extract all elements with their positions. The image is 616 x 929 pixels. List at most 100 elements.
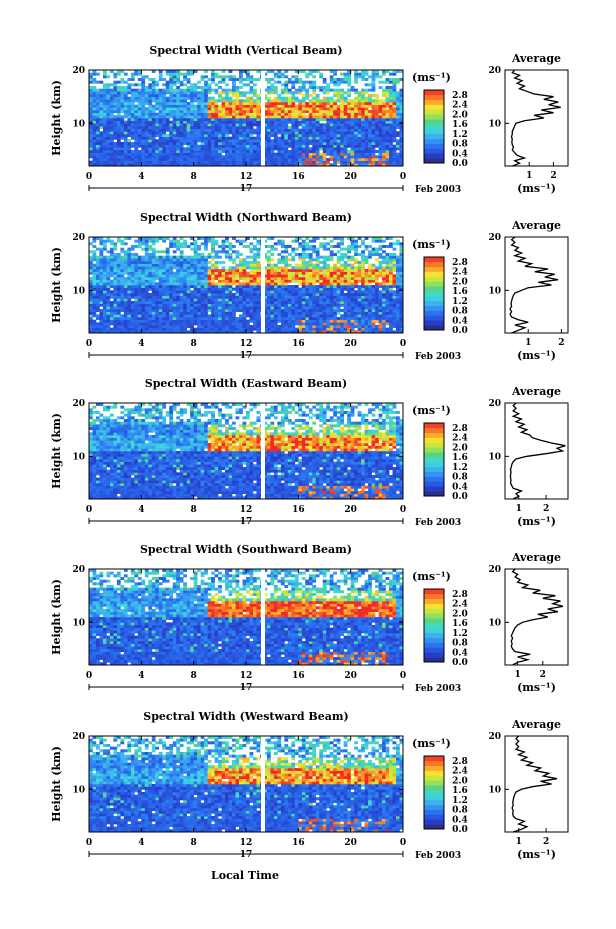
heatmap-cell (246, 255, 250, 259)
heatmap-cell (130, 112, 135, 116)
heatmap-cell (137, 107, 142, 111)
heatmap-cell (162, 298, 167, 302)
heatmap-cell (305, 253, 310, 256)
heatmap-cell (141, 80, 146, 84)
heatmap-cell (350, 123, 355, 127)
heatmap-cell (336, 115, 341, 119)
heatmap-cell (158, 271, 163, 275)
heatmap-cell (130, 314, 135, 318)
heatmap-cell (266, 250, 271, 254)
heatmap-cell (322, 115, 327, 119)
heatmap-cell (287, 290, 292, 294)
heatmap-cell (106, 152, 111, 156)
heatmap-cell (169, 271, 174, 275)
heatmap-cell (228, 120, 233, 124)
heatmap-cell (102, 311, 107, 315)
heatmap-cell (123, 237, 128, 240)
heatmap-cell (218, 309, 222, 312)
heatmap-cell (144, 102, 149, 105)
heatmap-cell (298, 325, 303, 328)
heatmap-cell (123, 88, 128, 92)
heatmap-cell (280, 242, 285, 246)
heatmap-cell (399, 91, 404, 95)
heatmap-cell (176, 261, 181, 264)
heatmap-cell (333, 150, 338, 153)
heatmap-cell (305, 314, 310, 318)
heatmap-cell (207, 152, 212, 156)
heatmap-cell (235, 295, 240, 299)
heatmap-cell (144, 147, 149, 151)
heatmap-cell (315, 317, 320, 320)
heatmap-cell (137, 277, 142, 280)
heatmap-cell (102, 306, 107, 310)
heatmap-cell (347, 136, 351, 140)
heatmap-cell (144, 112, 149, 116)
heatmap-cell (169, 152, 174, 156)
heatmap-cell (232, 295, 236, 299)
heatmap-cell (116, 282, 121, 286)
heatmap-cell (235, 144, 240, 148)
heatmap-cell (228, 102, 233, 105)
heatmap-cell (298, 128, 303, 132)
heatmap-cell (116, 298, 121, 302)
heatmap-cell (176, 314, 181, 318)
heatmap-cell (200, 306, 205, 310)
heatmap-cell (273, 263, 278, 267)
heatmap-cell (246, 147, 250, 151)
heatmap-cell (239, 303, 243, 307)
heatmap-cell (273, 158, 278, 161)
heatmap-cell (322, 136, 327, 140)
heatmap-cell (354, 99, 358, 103)
heatmap-cell (123, 104, 128, 108)
heatmap-cell (277, 128, 282, 132)
heatmap-cell (127, 128, 132, 132)
heatmap-cell (89, 78, 93, 81)
heatmap-cell (148, 266, 153, 270)
heatmap-cell (148, 115, 153, 119)
heatmap-cell (141, 309, 146, 312)
heatmap-cell (218, 245, 222, 248)
heatmap-cell (130, 104, 135, 108)
heatmap-cell (277, 274, 282, 278)
heatmap-cell (298, 319, 303, 323)
heatmap-cell (336, 134, 341, 137)
heatmap-cell (298, 303, 303, 307)
heatmap-cell (134, 110, 139, 113)
heatmap-cell (130, 261, 135, 264)
heatmap-cell (315, 250, 320, 254)
heatmap-cell (102, 330, 107, 334)
heatmap-cell (144, 269, 149, 272)
heatmap-cell (239, 112, 243, 116)
heatmap-cell (218, 277, 222, 280)
heatmap-cell (123, 139, 128, 143)
heatmap-cell (127, 266, 132, 270)
heatmap-cell (249, 112, 254, 116)
heatmap-cell (207, 123, 212, 127)
heatmap-cell (183, 290, 187, 294)
heatmap-cell (141, 285, 146, 288)
heatmap-cell (120, 293, 125, 296)
heatmap-cell (218, 327, 222, 331)
heatmap-cell (218, 282, 222, 286)
heatmap-cell (371, 163, 376, 167)
heatmap-cell (252, 247, 257, 251)
heatmap-cell (127, 147, 132, 151)
heatmap-cell (232, 152, 236, 156)
heatmap-cell (221, 309, 226, 312)
heatmap-cell (232, 330, 236, 334)
heatmap-cell (200, 131, 205, 135)
heatmap-cell (148, 253, 153, 256)
heatmap-cell (291, 120, 296, 124)
heatmap-cell (218, 317, 222, 320)
heatmap-cell (141, 239, 146, 243)
heatmap-cell (301, 99, 306, 103)
heatmap-cell (284, 104, 289, 108)
heatmap-cell (263, 295, 268, 299)
heatmap-cell (273, 80, 278, 84)
heatmap-cell (389, 126, 393, 129)
heatmap-cell (113, 253, 118, 256)
heatmap-cell (99, 247, 104, 251)
heatmap-cell (179, 115, 184, 119)
heatmap-cell (361, 118, 365, 121)
heatmap-cell (315, 269, 320, 272)
